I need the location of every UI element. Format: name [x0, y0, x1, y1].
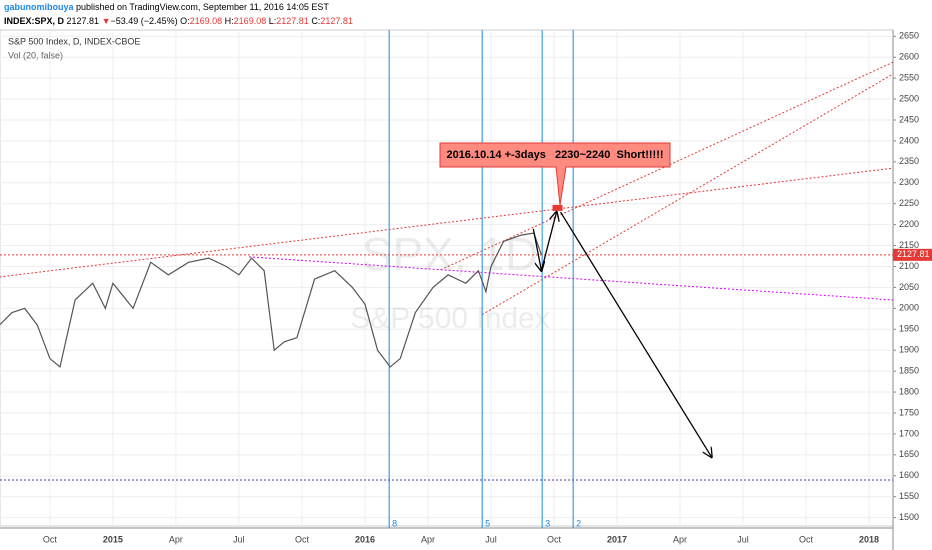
y-tick-label: 1500: [899, 512, 919, 522]
published: published on TradingView.com, September …: [76, 2, 329, 12]
y-tick-label: 2600: [899, 52, 919, 62]
y-tick-label: 1750: [899, 407, 919, 417]
x-tick-label: Jul: [233, 534, 245, 544]
price-badge-label: 2127.81: [897, 249, 930, 259]
y-tick-label: 2050: [899, 282, 919, 292]
y-tick-label: 1850: [899, 366, 919, 376]
arrow: [532, 228, 541, 271]
trend-line: [481, 73, 894, 316]
arrow: [540, 212, 556, 271]
y-tick-label: 1550: [899, 491, 919, 501]
user[interactable]: gabunomibouya: [4, 2, 74, 12]
l-label: L:: [268, 16, 277, 26]
x-tick-label: Apr: [673, 534, 687, 544]
y-tick-label: 2550: [899, 73, 919, 83]
watermark: SPX, 1D: [362, 228, 538, 280]
x-tick-label: 2018: [859, 534, 879, 544]
y-tick-label: 1650: [899, 449, 919, 459]
arrow: [559, 211, 712, 457]
price-badge: [893, 248, 932, 261]
y-tick-label: 2250: [899, 198, 919, 208]
y-tick-label: 2100: [899, 261, 919, 271]
callout-point: [552, 204, 563, 211]
ohlc-line: INDEX:SPX, D 2127.81 ▼−53.49 (−2.45%) O:…: [4, 14, 353, 28]
arrow: ▼: [101, 16, 111, 26]
y-tick-label: 1950: [899, 324, 919, 334]
v-line-label: 3: [545, 518, 550, 528]
legend-sub: Vol (20, false): [8, 50, 63, 60]
watermark-sub: S&P 500 Index: [350, 302, 550, 335]
x-tick-label: Oct: [799, 534, 814, 544]
y-tick-label: 2150: [899, 240, 919, 250]
v-line-label: 5: [485, 518, 490, 528]
x-tick-label: Jul: [485, 534, 497, 544]
trend-line: [248, 256, 894, 301]
v-line-label: 2: [576, 518, 581, 528]
price-line: [0, 232, 542, 369]
y-tick-label: 1800: [899, 386, 919, 396]
x-tick-label: Apr: [421, 534, 435, 544]
x-tick-label: Apr: [169, 534, 183, 544]
c: 2127.81: [320, 16, 353, 26]
y-tick-label: 2500: [899, 93, 919, 103]
y-tick-label: 2200: [899, 219, 919, 229]
c-label: C:: [311, 16, 321, 26]
symbol: INDEX:SPX, D: [4, 16, 65, 26]
y-tick-label: 2400: [899, 135, 919, 145]
y-tick-label: 2350: [899, 156, 919, 166]
x-tick-label: 2016: [355, 534, 375, 544]
y-tick-label: 1900: [899, 345, 919, 355]
x-tick-label: Jul: [737, 534, 749, 544]
y-tick-label: 1700: [899, 428, 919, 438]
callout-box: [439, 142, 671, 205]
publish-line: gabunomibouya published on TradingView.c…: [4, 0, 353, 14]
y-tick-label: 2000: [899, 303, 919, 313]
x-tick-label: Oct: [295, 534, 310, 544]
header: gabunomibouya published on TradingView.c…: [4, 0, 353, 28]
y-tick-label: 1600: [899, 470, 919, 480]
l: 2127.81: [276, 16, 309, 26]
x-tick-label: Oct: [43, 534, 58, 544]
callout-text: 2016.10.14 +-3days 2230~2240 Short!!!!!: [446, 149, 663, 161]
v-line-label: 8: [392, 518, 397, 528]
h-label: H:: [224, 16, 234, 26]
o: 2169.08: [189, 16, 223, 26]
y-tick-label: 2450: [899, 114, 919, 124]
legend-title: S&P 500 Index, D, INDEX-CBOE: [8, 36, 140, 46]
y-tick-label: 2300: [899, 177, 919, 187]
x-tick-label: Oct: [547, 534, 562, 544]
change: −53.49 (−2.45%): [110, 16, 178, 26]
h: 2169.08: [233, 16, 267, 26]
y-tick-label: 2650: [899, 31, 919, 41]
x-tick-label: 2017: [607, 534, 627, 544]
last: 2127.81: [66, 16, 100, 26]
o-label: O:: [180, 16, 190, 26]
x-tick-label: 2015: [103, 534, 123, 544]
